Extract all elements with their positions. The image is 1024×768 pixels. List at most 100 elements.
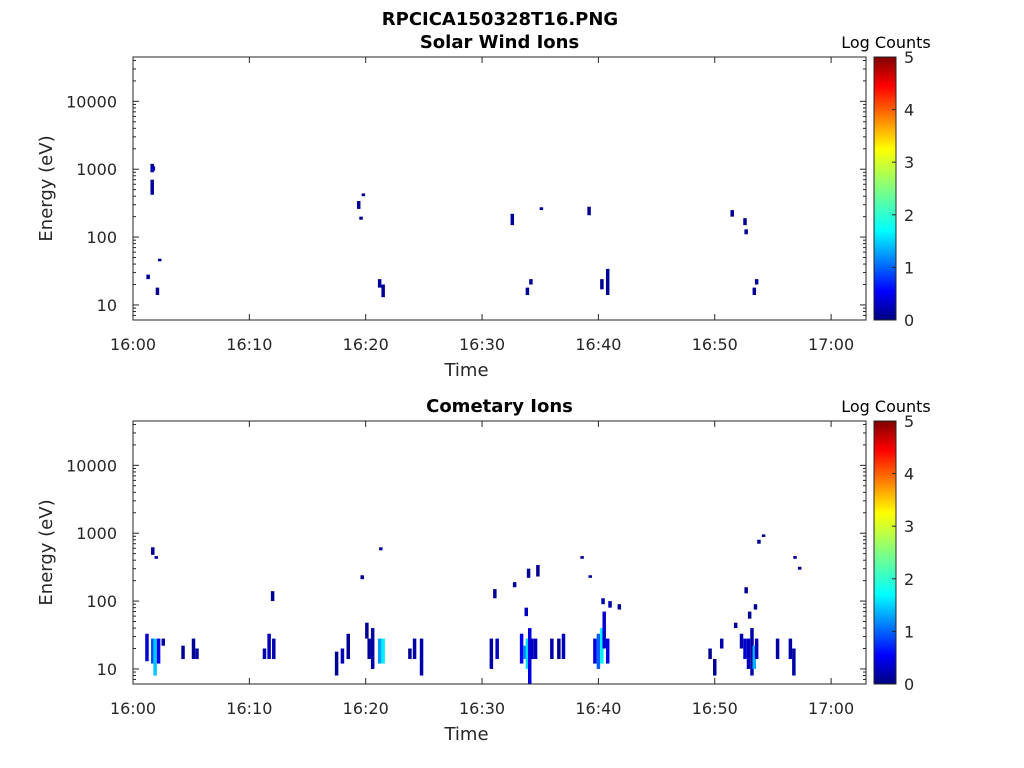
data-cell [754, 638, 759, 660]
data-cells [146, 163, 759, 298]
data-cell [145, 633, 149, 662]
x-tick-label: 16:50 [692, 335, 738, 354]
data-cell [334, 651, 339, 676]
data-cell [744, 587, 748, 594]
colorbar-tick-label: 4 [904, 465, 914, 484]
data-cell [270, 591, 275, 602]
x-tick-label: 16:20 [343, 699, 389, 718]
x-tick-label: 16:50 [692, 699, 738, 718]
x-tick-label: 16:10 [226, 335, 272, 354]
data-cell [753, 604, 758, 610]
data-cell [262, 648, 267, 660]
data-cell [356, 201, 361, 209]
data-cell [525, 287, 530, 296]
colorbar-label: Log Counts [841, 33, 931, 52]
data-cell [752, 645, 757, 669]
y-tick-label: 100 [86, 592, 117, 611]
data-cell [340, 648, 345, 664]
data-cell [523, 645, 527, 660]
data-cell [739, 633, 744, 649]
data-cell [587, 206, 591, 216]
data-cell [600, 279, 604, 290]
data-cell [267, 633, 271, 660]
data-cell [381, 284, 385, 298]
colorbar [873, 56, 897, 321]
data-cell [617, 604, 622, 610]
colorbar-tick-label: 2 [904, 570, 914, 589]
colorbar-tick-label: 5 [904, 412, 914, 431]
data-cell [528, 628, 532, 684]
data-cell [377, 279, 382, 288]
data-cell [713, 659, 717, 676]
plot-frame [132, 56, 867, 321]
plot-frame [132, 420, 867, 685]
data-cell [775, 638, 780, 660]
y-tick-label: 10 [97, 296, 117, 315]
x-tick-label: 16:30 [459, 699, 505, 718]
x-tick-label: 16:00 [110, 335, 156, 354]
data-cell [793, 556, 797, 559]
colorbar-tick-label: 2 [904, 206, 914, 225]
data-cell [588, 575, 592, 578]
x-tick-label: 16:40 [575, 699, 621, 718]
x-tick-label: 16:00 [110, 699, 156, 718]
data-cell [191, 638, 196, 660]
data-cell [370, 628, 375, 669]
data-cell [489, 638, 494, 669]
data-cell [593, 638, 597, 664]
y-axis-label: Energy (eV) [36, 499, 57, 605]
data-cell [346, 633, 350, 660]
data-cell [743, 218, 747, 226]
data-cell [550, 638, 554, 660]
x-tick-label: 16:10 [226, 699, 272, 718]
data-cell [757, 539, 761, 544]
data-cell [272, 638, 276, 660]
data-cell [154, 556, 159, 559]
data-cell [708, 648, 712, 660]
data-cell [493, 589, 497, 599]
data-cell [151, 166, 156, 171]
data-cell [747, 611, 752, 619]
data-cell [557, 638, 561, 660]
data-cell [495, 638, 499, 660]
data-cell [601, 598, 605, 605]
data-cell [512, 582, 517, 588]
data-cell [158, 258, 162, 262]
data-cell [792, 648, 796, 676]
colorbar-tick-label: 3 [904, 153, 914, 172]
data-cell [750, 628, 754, 676]
panel-title: Solar Wind Ions [420, 32, 579, 53]
data-cells [145, 534, 802, 684]
colorbar-tick-label: 1 [904, 622, 914, 641]
data-cell [605, 638, 610, 664]
data-cell [361, 193, 366, 197]
data-cell [719, 638, 724, 649]
data-cell [195, 648, 199, 660]
data-cell [788, 638, 793, 660]
x-tick-label: 16:20 [343, 335, 389, 354]
data-cell [536, 565, 540, 577]
figure-title: RPCICA150328T16.PNG [382, 9, 618, 30]
data-cell [733, 622, 738, 629]
data-cell [161, 638, 165, 646]
data-cell [151, 547, 155, 555]
data-cell [580, 556, 584, 559]
data-cell [412, 638, 417, 660]
data-cell [146, 274, 150, 280]
y-tick-label: 100 [86, 228, 117, 247]
data-cell [608, 601, 612, 608]
data-cell [153, 638, 157, 676]
y-tick-label: 1000 [76, 524, 117, 543]
data-cell [377, 638, 382, 664]
data-cell [602, 611, 606, 649]
data-cell [761, 534, 766, 537]
x-tick-label: 17:00 [808, 699, 854, 718]
data-cell [561, 633, 566, 660]
colorbar-tick-label: 4 [904, 101, 914, 120]
data-cell [744, 229, 748, 235]
data-cell [797, 566, 802, 570]
data-cell [181, 645, 185, 660]
colorbar [873, 420, 897, 685]
